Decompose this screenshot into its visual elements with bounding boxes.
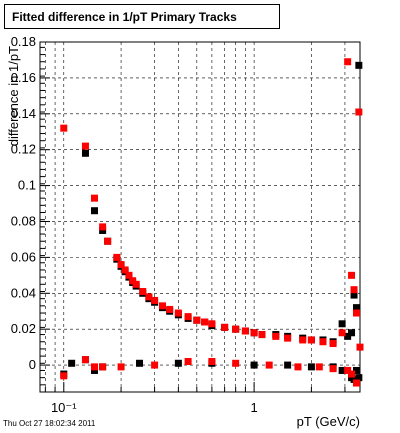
data-point-black xyxy=(338,366,346,374)
data-point-red xyxy=(193,316,201,324)
data-point-red xyxy=(250,329,258,337)
timestamp: Thu Oct 27 18:02:34 2011 xyxy=(3,419,96,428)
data-point-black xyxy=(344,332,352,340)
data-point-black xyxy=(284,361,292,369)
data-point-red xyxy=(145,293,153,301)
data-point-red xyxy=(265,361,273,369)
data-point-red xyxy=(158,302,166,310)
data-point-black xyxy=(81,149,89,157)
y-tick-label: 0.14 xyxy=(11,106,36,121)
y-tick-label: 0.04 xyxy=(11,285,36,300)
data-point-red xyxy=(208,357,216,365)
data-point-black xyxy=(352,366,360,374)
data-point-red xyxy=(284,334,292,342)
data-point-black xyxy=(90,207,98,215)
data-point-black xyxy=(350,291,358,299)
y-tick-label: 0.18 xyxy=(11,34,36,49)
data-point-red xyxy=(60,372,68,380)
ticks: 0 0.02 0.04 0.06 0.08 0.1 0.12 0.14 0.16 0.18 10⁻¹… xyxy=(11,34,346,415)
data-point-black xyxy=(307,363,315,371)
data-point-red xyxy=(294,363,302,371)
data-point-red xyxy=(315,363,323,371)
data-point-red xyxy=(307,336,315,344)
data-point-red xyxy=(99,363,107,371)
data-point-red xyxy=(99,223,107,231)
data-point-red xyxy=(166,305,174,313)
y-tick-label: 0.02 xyxy=(11,321,36,336)
chart-title-text: Fitted difference in 1/pT Primary Tracks xyxy=(12,9,237,24)
data-point-red xyxy=(121,266,129,274)
data-point-black xyxy=(352,304,360,312)
data-point-red xyxy=(151,296,159,304)
data-point-black xyxy=(68,359,76,367)
data-point-red xyxy=(329,340,337,348)
plot-frame xyxy=(39,41,361,393)
data-point-red xyxy=(125,271,133,279)
data-point-red xyxy=(184,313,192,321)
data-point-red xyxy=(139,287,147,295)
data-point-red xyxy=(241,327,249,335)
data-point-black xyxy=(136,359,144,367)
data-point-red xyxy=(90,363,98,371)
data-point-red xyxy=(81,356,89,364)
data-point-red xyxy=(60,124,68,132)
data-point-red xyxy=(338,329,346,337)
data-point-red xyxy=(151,361,159,369)
y-tick-label: 0.16 xyxy=(11,70,36,85)
data-point-red xyxy=(355,108,363,116)
data-point-black xyxy=(350,375,358,383)
y-tick-label: 0 xyxy=(29,357,36,372)
data-point-red xyxy=(329,365,337,373)
data-point-black xyxy=(355,374,363,382)
data-point-red xyxy=(201,318,209,326)
y-tick-label: 0.06 xyxy=(11,249,36,264)
data-point-black xyxy=(338,320,346,328)
data-point-black xyxy=(355,61,363,69)
data-point-black xyxy=(90,366,98,374)
data-point-red xyxy=(319,338,327,346)
data-point-red xyxy=(113,253,121,261)
y-tick-label: 0.1 xyxy=(18,178,36,193)
chart-title: Fitted difference in 1/pT Primary Tracks xyxy=(4,4,280,29)
data-point-red xyxy=(117,261,125,269)
data-point-black xyxy=(250,361,258,369)
data-point-black xyxy=(174,359,182,367)
data-point-red xyxy=(117,363,125,371)
data-point-black xyxy=(348,329,356,337)
data-point-red xyxy=(258,331,266,339)
data-point-red xyxy=(356,343,364,351)
data-point-black xyxy=(99,226,107,234)
data-point-red xyxy=(348,271,356,279)
y-tick-label: 0.08 xyxy=(11,213,36,228)
data-marks xyxy=(60,58,364,387)
y-tick-label: 0.12 xyxy=(11,142,36,157)
data-point-red xyxy=(184,357,192,365)
x-axis-label: pT (GeV/c) xyxy=(297,414,360,429)
data-point-red xyxy=(90,194,98,202)
data-point-red xyxy=(129,277,137,285)
x-tick-label: 1 xyxy=(250,400,257,415)
data-point-red xyxy=(208,320,216,328)
data-point-red xyxy=(352,309,360,317)
data-point-red xyxy=(348,370,356,378)
data-point-red xyxy=(104,237,112,245)
data-point-red xyxy=(352,379,360,387)
data-point-red xyxy=(174,309,182,317)
y-axis-label: difference in 1/pT xyxy=(6,46,21,146)
x-tick-label: 10⁻¹ xyxy=(51,400,77,415)
data-point-red xyxy=(132,280,140,288)
data-point-red xyxy=(221,323,229,331)
data-point-red xyxy=(344,58,352,66)
data-point-red xyxy=(344,366,352,374)
data-point-red xyxy=(232,325,240,333)
data-point-red xyxy=(272,332,280,340)
data-point-red xyxy=(350,286,358,294)
data-point-red xyxy=(299,336,307,344)
data-point-red xyxy=(81,142,89,150)
grid xyxy=(40,41,360,392)
data-point-red xyxy=(232,359,240,367)
